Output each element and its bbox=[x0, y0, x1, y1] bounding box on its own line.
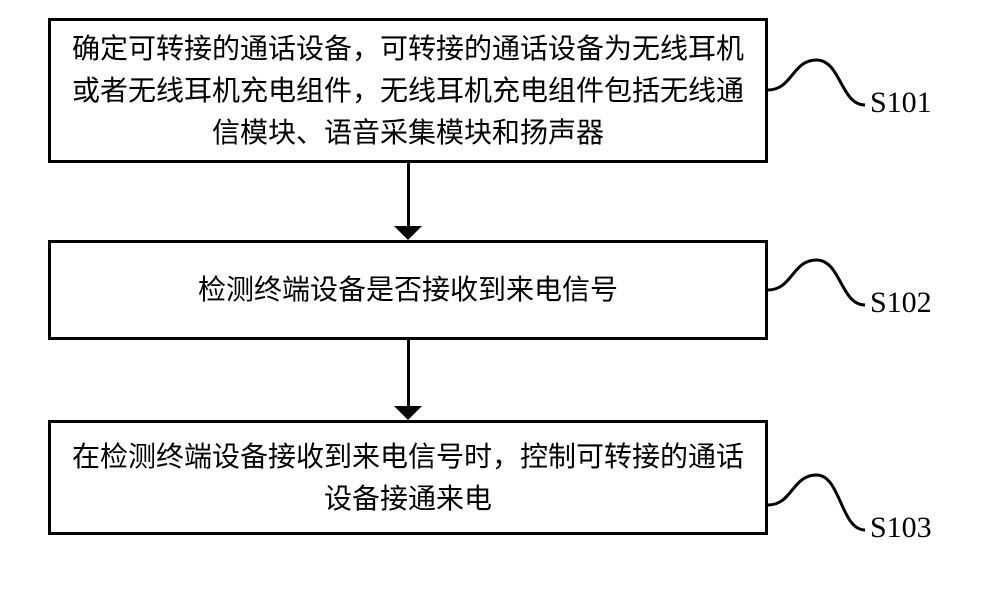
step-text-2: 检测终端设备是否接收到来电信号 bbox=[198, 269, 618, 311]
connector-curve-2 bbox=[768, 255, 865, 310]
connector-curve-1 bbox=[768, 55, 865, 110]
step-box-1: 确定可转接的通话设备，可转接的通话设备为无线耳机或者无线耳机充电组件，无线耳机充… bbox=[48, 18, 768, 163]
step-label-2: S102 bbox=[870, 286, 932, 320]
step-label-3: S103 bbox=[870, 511, 932, 545]
step-label-1: S101 bbox=[870, 86, 932, 120]
arrow-1-shaft bbox=[407, 163, 410, 226]
step-box-2: 检测终端设备是否接收到来电信号 bbox=[48, 240, 768, 340]
connector-curve-3 bbox=[768, 470, 865, 535]
flowchart-canvas: 确定可转接的通话设备，可转接的通话设备为无线耳机或者无线耳机充电组件，无线耳机充… bbox=[0, 0, 1000, 608]
step-box-3: 在检测终端设备接收到来电信号时，控制可转接的通话设备接通来电 bbox=[48, 420, 768, 535]
arrow-1-head bbox=[394, 226, 422, 240]
step-text-1: 确定可转接的通话设备，可转接的通话设备为无线耳机或者无线耳机充电组件，无线耳机充… bbox=[71, 28, 745, 154]
arrow-2-head bbox=[394, 406, 422, 420]
arrow-2-shaft bbox=[407, 340, 410, 406]
step-text-3: 在检测终端设备接收到来电信号时，控制可转接的通话设备接通来电 bbox=[71, 436, 745, 520]
